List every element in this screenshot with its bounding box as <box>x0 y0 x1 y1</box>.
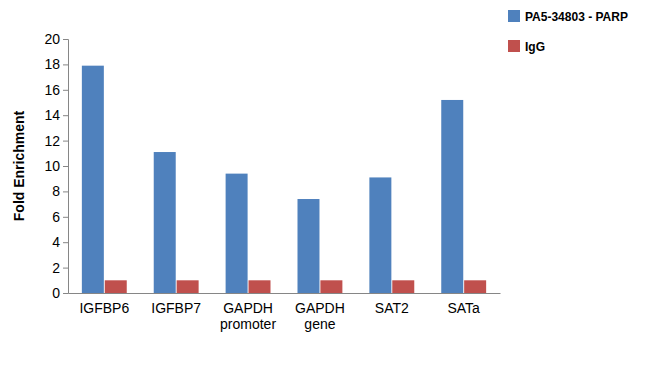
tick-label: 4 <box>52 234 60 250</box>
tick-mark <box>63 191 68 192</box>
tick-label: 6 <box>52 209 60 225</box>
plot: 0 2 4 6 8 10 12 14 16 18 20 IGFBP6 IGFBP7 GAPDHpromot… <box>44 31 500 332</box>
tick-label: 2 <box>52 260 60 276</box>
tick-label: 0 <box>52 285 60 301</box>
bar <box>154 152 176 293</box>
tick-mark <box>63 39 68 40</box>
bar-series <box>105 280 486 293</box>
tick-label: IGFBP7 <box>151 300 201 316</box>
y-axis-title: Fold Enrichment <box>11 110 27 221</box>
bar <box>369 177 391 293</box>
tick-mark <box>63 90 68 91</box>
legend-item: PA5-34803 - PARP <box>508 10 628 24</box>
bar <box>464 280 486 293</box>
tick-label: 20 <box>44 31 60 47</box>
tick: GAPDHgene <box>295 300 345 332</box>
bar <box>177 280 199 293</box>
tick-label: 14 <box>44 107 60 123</box>
tick-mark <box>63 293 68 294</box>
bar <box>320 280 342 293</box>
tick: 18 <box>44 56 68 72</box>
axis-line <box>69 293 501 294</box>
bar <box>392 280 414 293</box>
tick: SAT2 <box>375 300 409 316</box>
bar-series <box>82 66 463 293</box>
bar <box>249 280 271 293</box>
tick: 20 <box>44 31 68 47</box>
tick-mark <box>63 268 68 269</box>
tick-label: IGFBP6 <box>79 300 129 316</box>
legend-label: IgG <box>525 40 545 54</box>
tick-label: GAPDHgene <box>295 300 345 332</box>
tick: IGFBP6 <box>79 300 129 316</box>
y-axis: 0 2 4 6 8 10 12 14 16 18 20 <box>44 31 68 301</box>
legend-swatch <box>508 40 520 52</box>
tick-mark <box>63 242 68 243</box>
chart: 0 2 4 6 8 10 12 14 16 18 20 IGFBP6 IGFBP7 GAPDHpromot… <box>0 0 650 390</box>
tick-label: 8 <box>52 183 60 199</box>
tick: 6 <box>52 209 68 225</box>
legend-item: IgG <box>508 40 545 54</box>
tick: 2 <box>52 260 68 276</box>
tick-mark <box>63 166 68 167</box>
tick-label: 10 <box>44 158 60 174</box>
tick: SATa <box>447 300 480 316</box>
tick: 0 <box>52 285 68 301</box>
bar <box>226 174 248 293</box>
legend-label: PA5-34803 - PARP <box>525 10 628 24</box>
tick-mark <box>63 141 68 142</box>
bars <box>82 66 486 293</box>
tick-mark <box>63 217 68 218</box>
tick: IGFBP7 <box>151 300 201 316</box>
tick: 8 <box>52 183 68 199</box>
tick: 12 <box>44 133 68 149</box>
legend-swatch <box>508 10 520 22</box>
bar <box>105 280 127 293</box>
bar <box>297 199 319 293</box>
tick: GAPDHpromoter <box>220 300 276 332</box>
tick-mark <box>63 115 68 116</box>
tick-label: 18 <box>44 56 60 72</box>
tick: 10 <box>44 158 68 174</box>
x-axis: IGFBP6 IGFBP7 GAPDHpromoter GAPDHgene SAT2 SA… <box>69 294 501 333</box>
axis-line <box>63 40 69 294</box>
tick-label: GAPDHpromoter <box>220 300 276 332</box>
tick-label: 16 <box>44 82 60 98</box>
tick-label: SATa <box>447 300 480 316</box>
tick: 4 <box>52 234 68 250</box>
tick-mark <box>63 64 68 65</box>
bar <box>441 100 463 293</box>
bar <box>82 66 104 293</box>
tick: 14 <box>44 107 68 123</box>
legend: PA5-34803 - PARP IgG <box>508 10 628 54</box>
tick-label: SAT2 <box>375 300 409 316</box>
tick-label: 12 <box>44 133 60 149</box>
tick: 16 <box>44 82 68 98</box>
